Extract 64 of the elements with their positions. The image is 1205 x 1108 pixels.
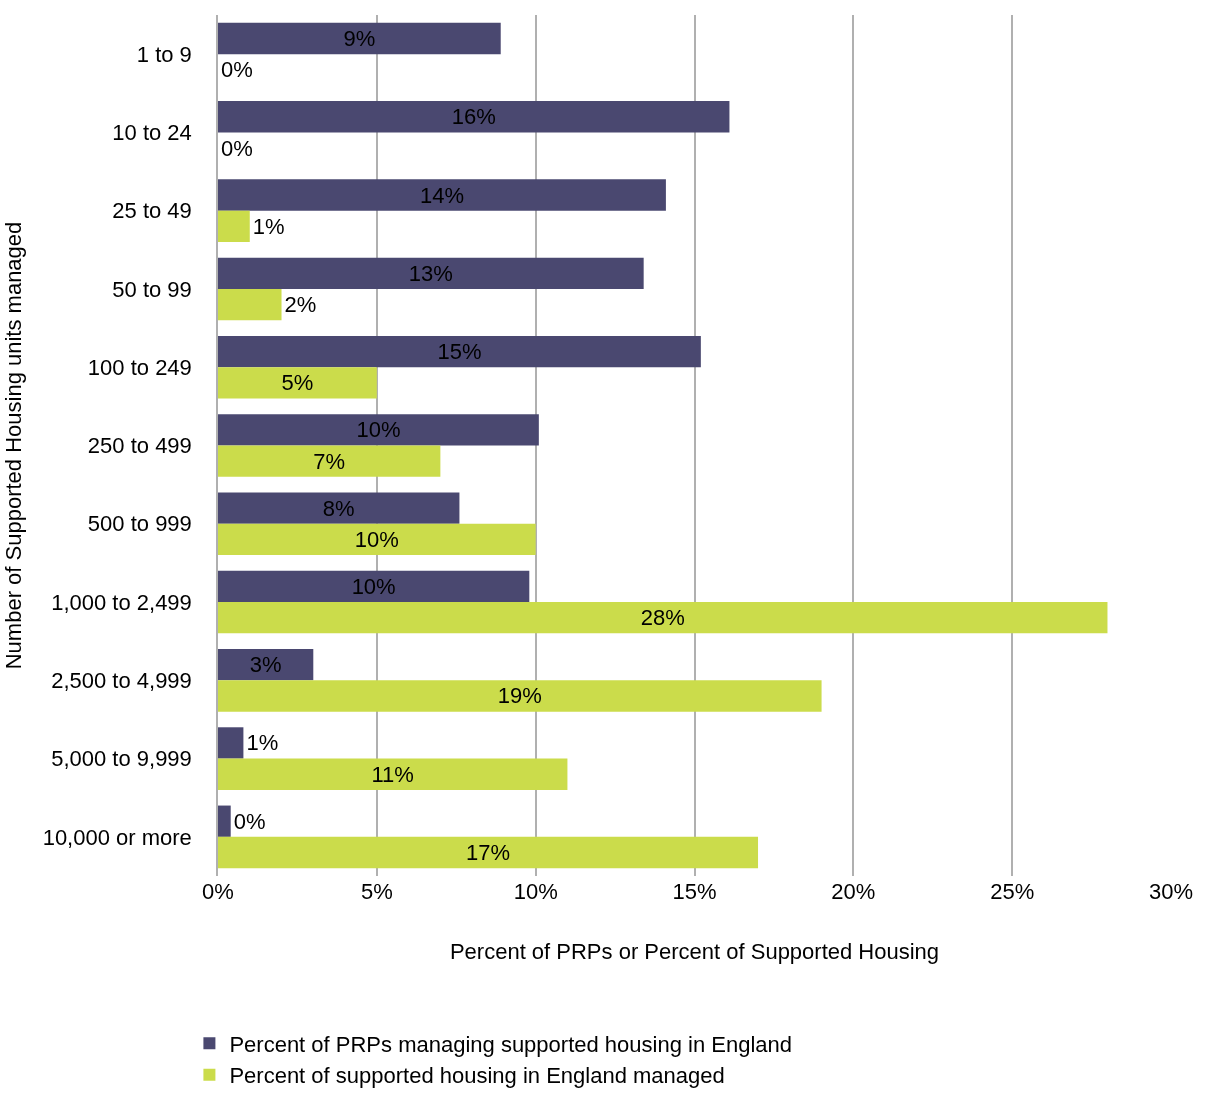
y-tick-label: 500 to 999 — [87, 511, 192, 537]
bar — [218, 445, 441, 477]
x-axis-title: Percent of PRPs or Percent of Supported Housing — [449, 938, 940, 964]
data-label: 3% — [249, 652, 282, 678]
y-tick-label: 2,500 to 4,999 — [51, 668, 192, 694]
bar — [218, 257, 644, 289]
bar — [218, 179, 666, 211]
data-label: 1% — [246, 730, 279, 756]
bar — [218, 22, 501, 55]
data-label: 8% — [322, 495, 355, 521]
legend-label: Percent of PRPs managing supported housing in England — [229, 1031, 792, 1057]
y-tick-label: 5,000 to 9,999 — [51, 746, 192, 772]
data-label: 9% — [343, 25, 376, 51]
legend-label: Percent of supported housing in England managed — [229, 1063, 725, 1089]
data-label: 1% — [252, 213, 285, 239]
x-tick-label: 5% — [360, 879, 393, 904]
bar — [218, 492, 460, 524]
bar — [218, 758, 568, 790]
x-tick-label: 20% — [831, 879, 876, 904]
y-tick-label: 250 to 499 — [87, 433, 192, 459]
data-label: 28% — [640, 605, 685, 631]
data-label: 10% — [356, 417, 401, 443]
bar — [218, 727, 244, 759]
x-tick-label: 10% — [513, 879, 558, 904]
data-label: 5% — [281, 370, 314, 396]
bar — [218, 335, 701, 368]
bar — [218, 367, 377, 399]
data-label: 0% — [221, 57, 253, 83]
bar — [218, 414, 539, 446]
y-tick-label: 25 to 49 — [112, 198, 192, 224]
x-tick-label: 0% — [202, 879, 234, 904]
bar — [218, 602, 1108, 634]
y-tick-label: 50 to 99 — [112, 276, 192, 302]
data-label: 10% — [351, 573, 396, 599]
x-tick-label: 25% — [990, 879, 1035, 904]
data-label: 15% — [437, 339, 482, 365]
bar — [218, 680, 822, 712]
data-label: 17% — [465, 840, 511, 866]
x-tick-label: 15% — [672, 879, 717, 904]
bar — [218, 570, 530, 603]
data-label: 7% — [313, 448, 346, 474]
x-tick-label: 30% — [1148, 879, 1194, 904]
data-label: 13% — [408, 260, 453, 286]
bar — [218, 288, 282, 321]
bar — [218, 101, 730, 133]
data-label: 2% — [284, 292, 317, 318]
data-label: 19% — [497, 683, 542, 709]
y-tick-label: 1 to 9 — [136, 41, 192, 67]
y-tick-label: 10,000 or more — [42, 824, 192, 850]
bar — [218, 210, 250, 242]
data-label: 10% — [354, 526, 399, 552]
data-label: 16% — [451, 104, 496, 130]
bar — [218, 649, 314, 681]
y-tick-label: 10 to 24 — [112, 120, 192, 146]
data-label: 0% — [233, 808, 266, 834]
data-label: 0% — [221, 135, 253, 161]
data-label: 11% — [371, 761, 414, 787]
y-tick-label: 100 to 249 — [87, 354, 192, 380]
y-axis-title: Number of Supported Housing units managed — [0, 221, 26, 670]
bar — [218, 523, 536, 556]
bar — [218, 805, 231, 837]
y-tick-label: 1,000 to 2,499 — [51, 589, 192, 615]
data-label: 14% — [419, 182, 464, 208]
bar — [218, 836, 759, 869]
